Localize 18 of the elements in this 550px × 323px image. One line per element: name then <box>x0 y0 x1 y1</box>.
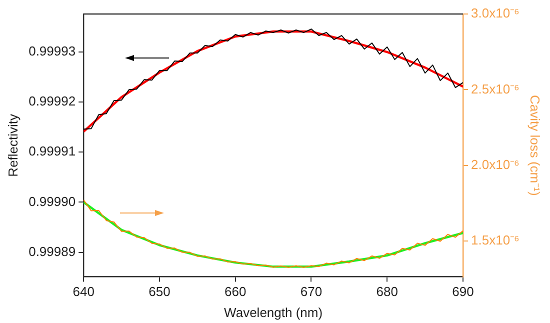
x-tick-label: 640 <box>72 284 94 300</box>
y-tick-label: 0.99989 <box>28 244 76 259</box>
x-tick-label: 680 <box>376 284 398 300</box>
y2-tick-label: 2.5x10⁻⁶ <box>471 81 520 96</box>
x-tick-label: 690 <box>452 284 474 300</box>
y-tick-label: 0.99993 <box>28 44 76 59</box>
y2-tick-label: 3.0x10⁻⁶ <box>471 6 520 21</box>
y-tick-label: 0.99991 <box>28 144 76 159</box>
x-tick-label: 670 <box>300 284 322 300</box>
x-tick-label: 650 <box>148 284 170 300</box>
y-axis-title: Reflectivity <box>5 113 20 177</box>
x-tick-label: 660 <box>224 284 246 300</box>
y2-tick-label: 1.5x10⁻⁶ <box>471 232 520 248</box>
y-tick-label: 0.99990 <box>28 194 76 209</box>
y2-tick-label: 2.0x10⁻⁶ <box>471 156 520 172</box>
y2-axis-title: Cavity loss (cm⁻¹) <box>528 95 543 196</box>
x-axis-title: Wavelength (nm) <box>224 304 323 320</box>
y-tick-label: 0.99992 <box>28 94 76 109</box>
